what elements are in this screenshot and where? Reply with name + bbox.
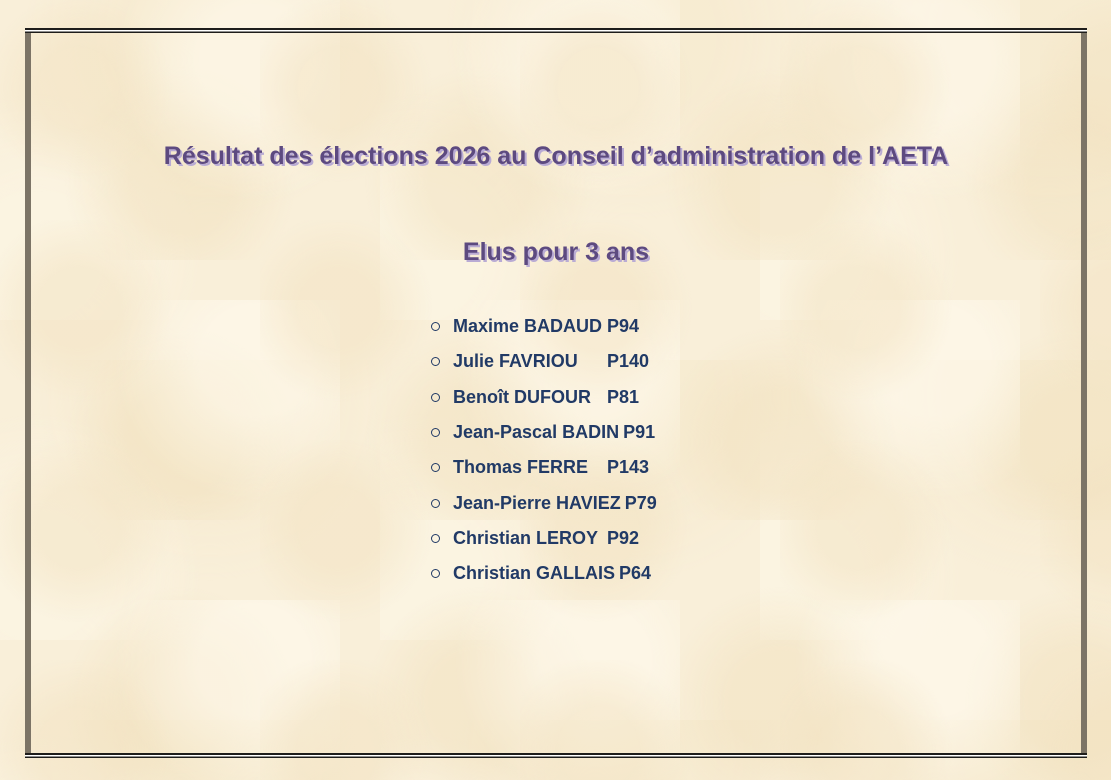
circle-bullet-icon — [431, 498, 440, 508]
member-number: P143 — [607, 457, 650, 478]
list-item: Christian LEROY P92 — [431, 521, 657, 556]
slide-subtitle: Elus pour 3 ans — [462, 238, 650, 266]
slide-border-right — [1081, 28, 1087, 758]
member-name: Christian LEROY — [453, 527, 599, 548]
member-number: P92 — [607, 527, 640, 548]
list-item: Christian GALLAIS P64 — [431, 556, 657, 591]
circle-bullet-icon — [431, 569, 440, 579]
member-name: Julie FAVRIOU — [453, 351, 578, 372]
slide-border-top — [25, 28, 1087, 33]
member-number: P140 — [607, 351, 650, 372]
circle-bullet-icon — [431, 428, 440, 438]
member-number: P94 — [607, 316, 640, 337]
list-item: Maxime BADAUD P94 — [431, 309, 657, 344]
list-item: Jean-Pascal BADIN P91 — [431, 415, 657, 450]
circle-bullet-icon — [431, 463, 440, 473]
circle-bullet-icon — [431, 322, 440, 332]
member-name: Thomas FERRE — [453, 457, 589, 478]
elected-members-list: Maxime BADAUD P94 Julie FAVRIOU P140 Ben… — [431, 309, 657, 591]
member-name: Jean-Pascal BADIN — [453, 422, 620, 443]
slide-title: Résultat des élections 2026 au Conseil d… — [163, 142, 949, 170]
member-number: P64 — [619, 563, 652, 584]
circle-bullet-icon — [431, 357, 440, 367]
slide-border-bottom — [25, 753, 1087, 758]
list-item: Julie FAVRIOU P140 — [431, 344, 657, 379]
circle-bullet-icon — [431, 392, 440, 402]
circle-bullet-icon — [431, 533, 440, 543]
slide-border-left — [25, 28, 31, 758]
member-number: P91 — [623, 422, 656, 443]
list-item: Jean-Pierre HAVIEZ P79 — [431, 485, 657, 520]
member-name: Benoît DUFOUR — [453, 386, 591, 407]
list-item: Thomas FERRE P143 — [431, 450, 657, 485]
slide: Résultat des élections 2026 au Conseil d… — [25, 28, 1087, 758]
member-number: P79 — [624, 492, 657, 513]
member-number: P81 — [607, 386, 640, 407]
member-name: Christian GALLAIS — [453, 563, 616, 584]
list-item: Benoît DUFOUR P81 — [431, 380, 657, 415]
member-name: Maxime BADAUD — [453, 316, 603, 337]
member-name: Jean-Pierre HAVIEZ — [453, 492, 621, 513]
